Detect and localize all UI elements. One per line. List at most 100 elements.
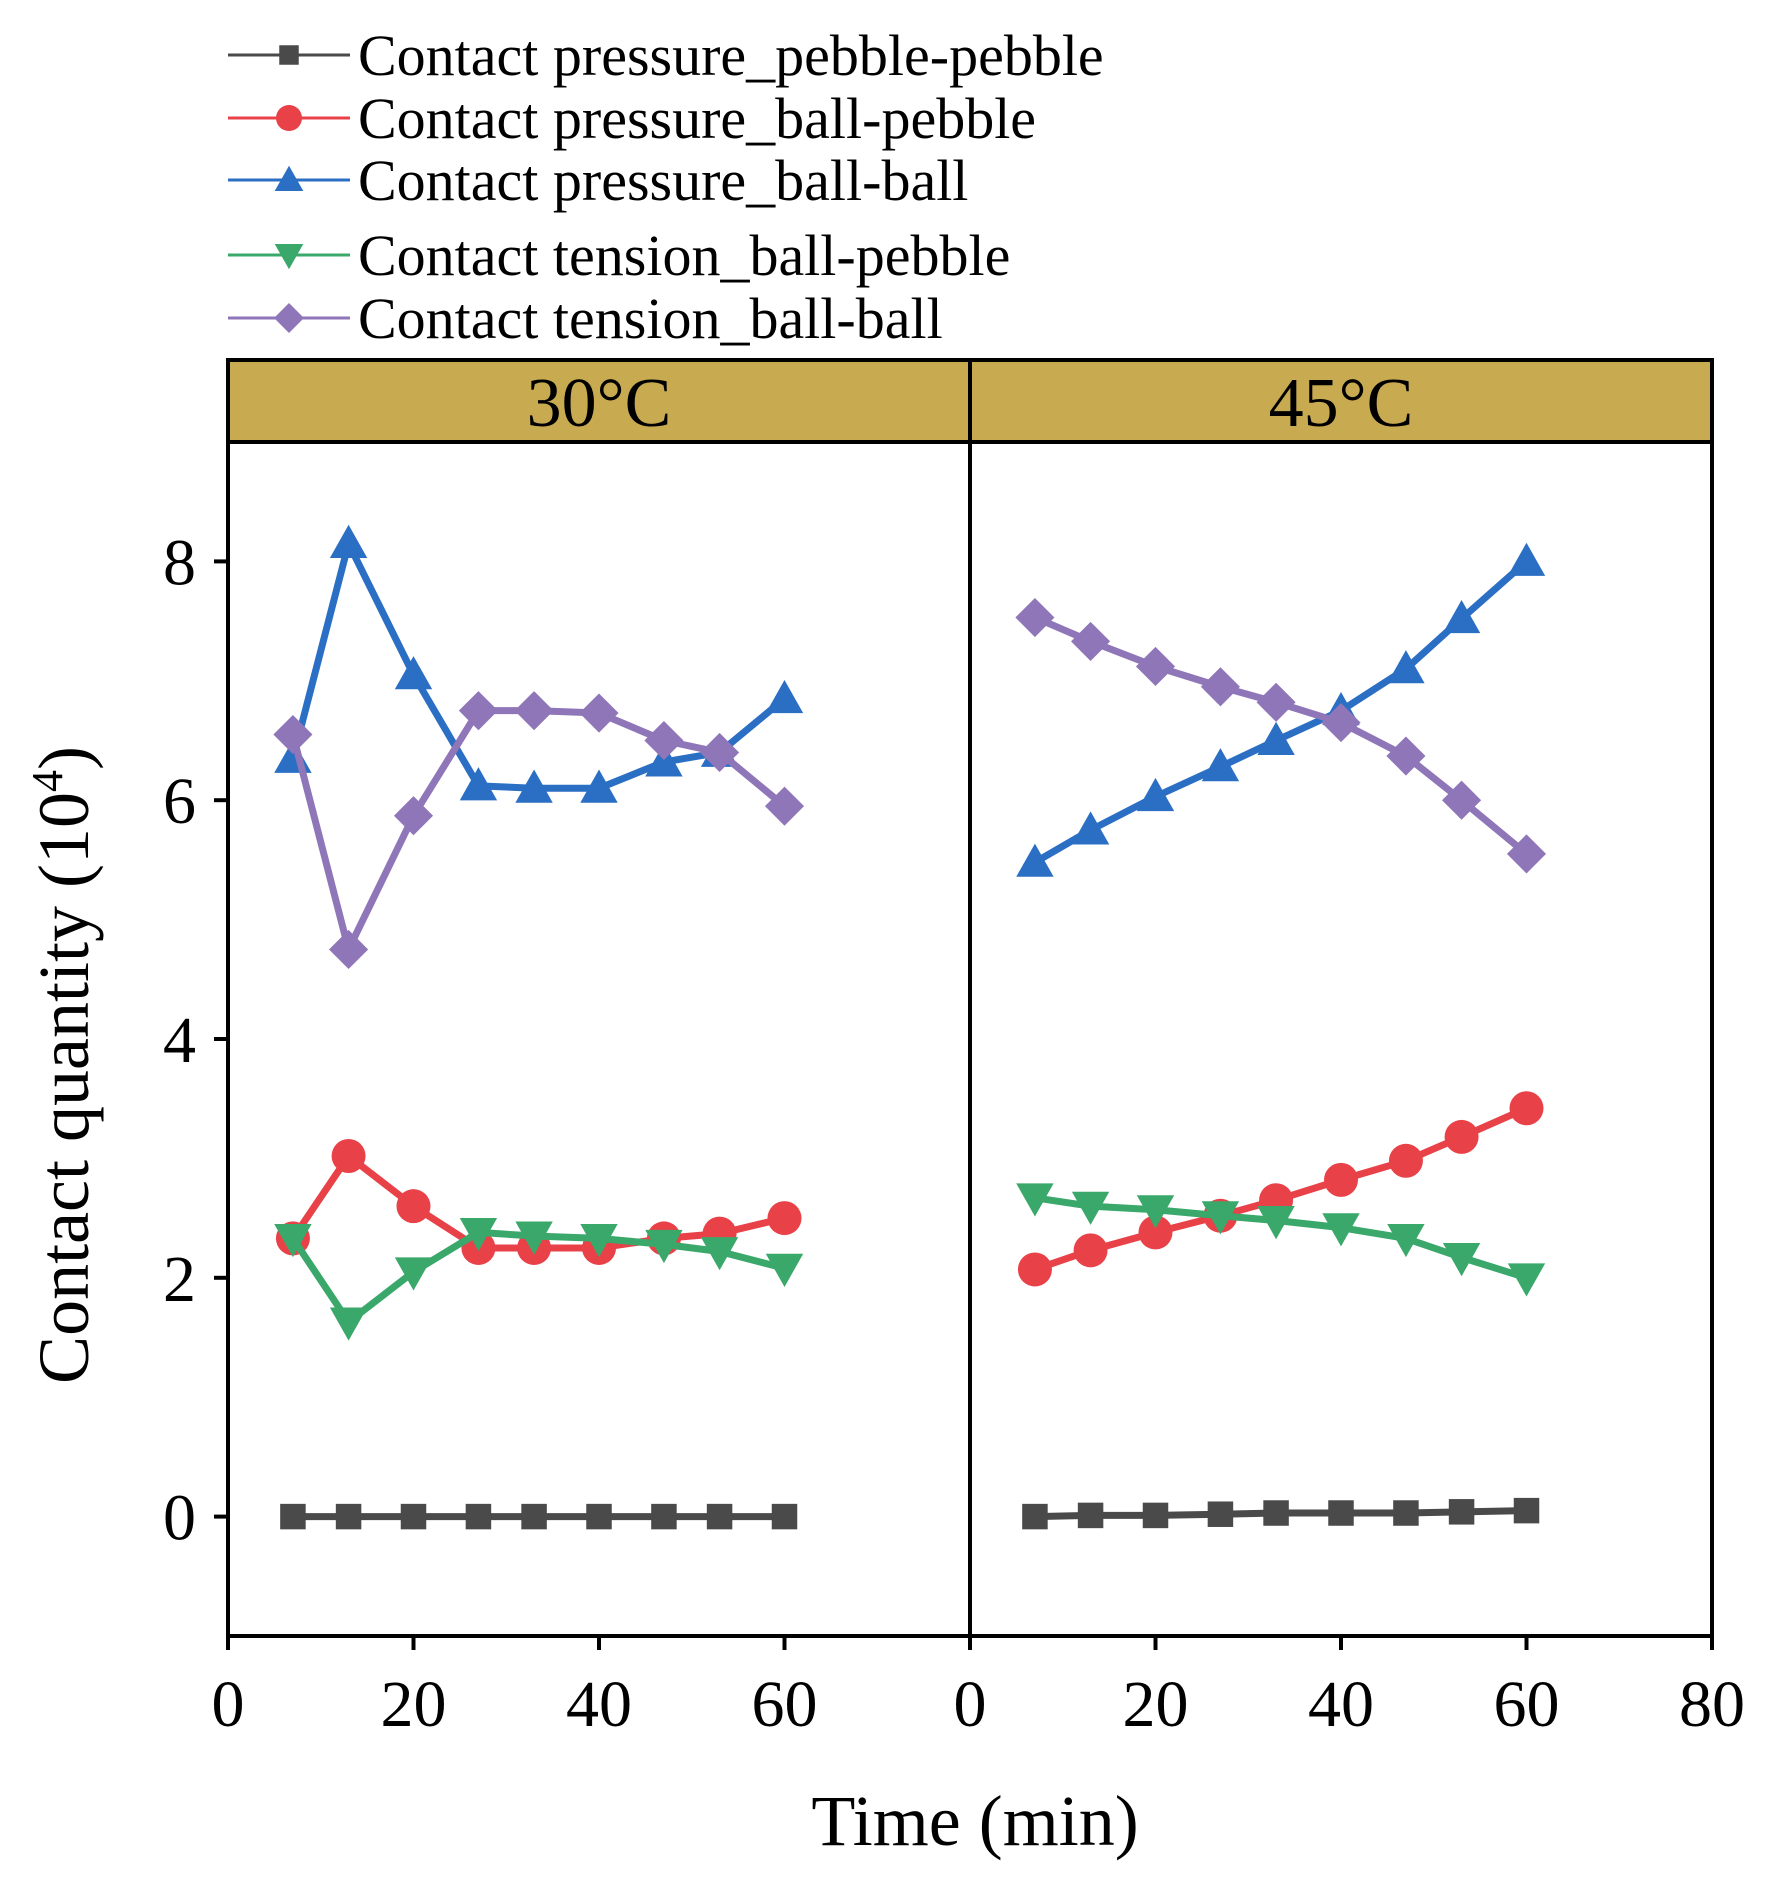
data-point (400, 1503, 427, 1530)
data-point (1077, 1502, 1104, 1529)
data-point (765, 1253, 804, 1287)
data-point (1393, 1500, 1419, 1526)
legend-entry-2: Contact pressure_ball-pebble (228, 86, 1036, 151)
y-tick-label: 8 (163, 526, 196, 599)
y-tick-label: 6 (163, 765, 196, 838)
data-point (280, 1503, 306, 1530)
series-2-triangle-down (1016, 1183, 1546, 1297)
data-point (1022, 1503, 1048, 1530)
legend-label: Contact pressure_ball-ball (358, 148, 968, 213)
data-point (1442, 1243, 1481, 1277)
data-point (331, 1139, 366, 1174)
x-axis: 0 20 40 60 0 20 40 60 80 (212, 1636, 1745, 1741)
x-tick-label: 0 (954, 1668, 987, 1741)
x-tick-label: 20 (381, 1668, 447, 1741)
legend-entry-3: Contact pressure_ball-ball (228, 148, 968, 213)
data-point (273, 714, 313, 755)
data-point (1513, 1497, 1540, 1524)
data-point (1507, 1263, 1546, 1297)
data-point (515, 1221, 553, 1255)
data-point (329, 524, 368, 558)
data-point (1017, 1252, 1052, 1287)
data-point (1322, 1213, 1360, 1247)
data-point (396, 1189, 431, 1224)
legend-label: Contact tension_ball-ball (358, 286, 943, 351)
data-point (586, 1503, 612, 1530)
panel-label-2: 45°C (1269, 365, 1414, 442)
legend-label: Contact pressure_pebble-pebble (358, 23, 1104, 88)
series-1-diamond (273, 691, 805, 969)
data-point (1507, 542, 1546, 576)
legend-marker (279, 45, 299, 65)
data-point (580, 1223, 618, 1258)
legend-label: Contact pressure_ball-pebble (358, 86, 1036, 151)
x-axis-title: Time (min) (811, 1781, 1138, 1861)
data-point (1388, 1143, 1423, 1178)
x-tick-label: 60 (752, 1668, 818, 1741)
data-point (1073, 1233, 1108, 1268)
data-point (1257, 1206, 1295, 1240)
x-tick-label: 60 (1494, 1668, 1560, 1741)
data-point (459, 767, 498, 801)
legend-entry-4: Contact tension_ball-pebble (228, 223, 1010, 288)
data-point (335, 1503, 362, 1530)
data-point (394, 656, 433, 690)
data-point (651, 1503, 677, 1530)
plot-frame (226, 440, 1714, 1638)
data-point (579, 693, 619, 733)
data-point (521, 1503, 547, 1530)
data-point (1142, 1502, 1169, 1529)
series-2-diamond (1015, 597, 1547, 874)
legend-marker (274, 165, 304, 192)
data-point (767, 1201, 802, 1236)
data-point (1200, 667, 1240, 707)
data-point (700, 732, 740, 772)
data-point (329, 1307, 368, 1341)
panel-header-1 (226, 358, 972, 444)
data-point (1387, 650, 1425, 684)
data-point (1071, 621, 1111, 661)
data-point (1263, 1500, 1289, 1526)
data-point (1016, 843, 1054, 877)
legend-label: Contact tension_ball-pebble (358, 223, 1010, 288)
data-point (1136, 777, 1175, 812)
panel-label-1: 30°C (527, 365, 672, 442)
y-axis-title-exponent: 4 (23, 770, 72, 792)
data-point (1257, 721, 1295, 755)
data-point (1328, 1500, 1354, 1526)
data-point (459, 1217, 498, 1252)
data-point (1509, 1091, 1544, 1126)
y-axis-title-close: ) (24, 746, 104, 770)
legend-marker (274, 243, 304, 270)
data-point (1386, 736, 1426, 776)
data-point (1071, 1191, 1110, 1225)
data-point (1442, 600, 1481, 634)
legend-entry-5: Contact tension_ball-ball (228, 286, 943, 351)
data-point (1256, 682, 1296, 722)
series-layer (273, 524, 1547, 1530)
data-point (645, 1229, 683, 1264)
data-point (580, 769, 618, 803)
y-tick-label: 4 (163, 1004, 196, 1077)
series-2-square (1022, 1497, 1540, 1530)
data-point (1321, 703, 1361, 743)
data-point (771, 1503, 798, 1530)
data-point (515, 769, 553, 803)
data-point (329, 929, 369, 969)
data-point (458, 691, 498, 731)
data-point (1138, 1215, 1173, 1250)
x-tick-label: 0 (212, 1668, 245, 1741)
data-point (644, 720, 684, 761)
data-point (1506, 834, 1547, 874)
data-point (1207, 1501, 1234, 1527)
series-1-square (280, 1503, 798, 1530)
data-point (1201, 1201, 1240, 1235)
legend-entry-1: Contact pressure_pebble-pebble (228, 23, 1104, 88)
x-tick-label: 80 (1679, 1668, 1745, 1741)
data-point (1324, 1162, 1358, 1197)
panel-headers: 30°C 45°C (226, 358, 1714, 444)
data-point (1201, 748, 1240, 782)
data-point (1071, 811, 1110, 845)
